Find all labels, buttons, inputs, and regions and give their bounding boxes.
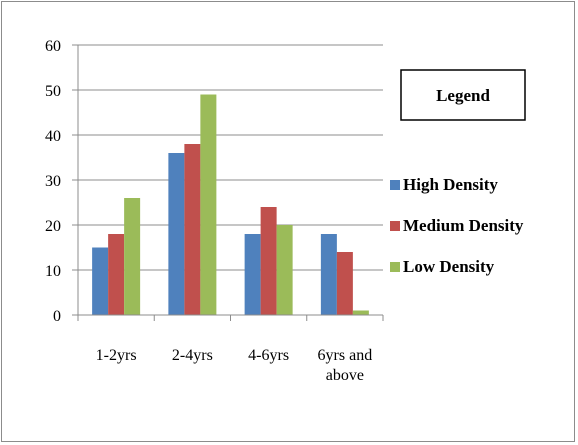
x-tick-label: 1-2yrs — [96, 347, 137, 364]
legend-swatch — [390, 180, 400, 190]
legend-entry: Medium Density — [403, 216, 524, 235]
bars — [92, 94, 369, 315]
legend-entry: High Density — [403, 175, 498, 194]
bar-low-density — [124, 198, 141, 315]
y-tick-label: 30 — [45, 173, 61, 190]
legend-swatch — [390, 262, 400, 272]
legend-title-box — [400, 69, 526, 121]
bar-high-density — [168, 153, 185, 315]
bar-high-density — [320, 234, 337, 315]
bar-medium-density — [184, 144, 201, 315]
legend-title: Legend — [436, 86, 490, 105]
y-tick-label: 60 — [45, 38, 61, 55]
legend-swatch — [390, 221, 400, 231]
y-axis: 0 10 20 30 40 50 60 — [45, 38, 79, 325]
bar-high-density — [244, 234, 261, 315]
x-tick-label: 2-4yrs — [172, 347, 213, 364]
y-tick-label: 50 — [45, 83, 61, 100]
x-axis: 1-2yrs 2-4yrs 4-6yrs 6yrs and above — [77, 314, 384, 384]
bar-medium-density — [108, 234, 125, 315]
bar-low-density — [352, 310, 369, 315]
bar-medium-density — [260, 207, 277, 315]
legend-entry: Low Density — [403, 257, 495, 276]
bar-high-density — [92, 247, 109, 315]
y-tick-label: 10 — [45, 263, 61, 280]
legend: Legend High Density Medium Density Low Den… — [390, 69, 526, 276]
bar-low-density — [200, 94, 217, 315]
bar-medium-density — [336, 252, 353, 315]
y-tick-label: 0 — [53, 308, 61, 325]
y-tick-label: 20 — [45, 218, 61, 235]
y-tick-label: 40 — [45, 128, 61, 145]
x-tick-label: 4-6yrs — [248, 347, 289, 364]
x-tick-label: 6yrs and above — [318, 347, 373, 384]
bar-low-density — [276, 225, 293, 315]
